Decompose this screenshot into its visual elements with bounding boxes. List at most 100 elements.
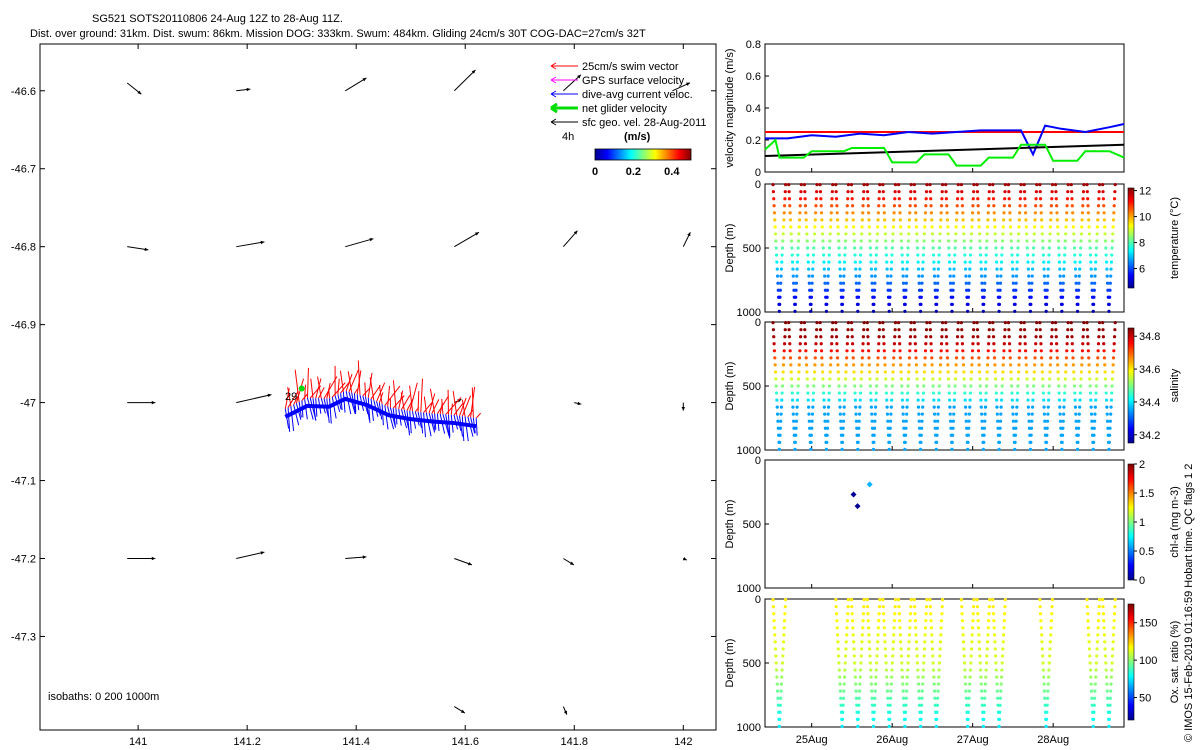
profile-point: [904, 426, 908, 430]
profile-point: [1087, 640, 1091, 644]
profile-point: [1044, 724, 1048, 728]
profile-point: [1107, 724, 1111, 728]
profile-point: [876, 633, 880, 637]
profile-point: [1078, 253, 1082, 257]
profile-point: [1011, 405, 1015, 409]
profile-point: [1017, 370, 1021, 374]
profile-point: [983, 419, 987, 423]
profile-point: [784, 183, 788, 187]
profile-point: [840, 309, 844, 313]
profile-point: [1088, 377, 1092, 381]
profile-point: [875, 654, 879, 658]
profile-point: [1103, 377, 1108, 381]
profile-point: [901, 682, 905, 686]
profile-point: [998, 288, 1002, 292]
profile-point: [944, 190, 948, 194]
legend-entry-net-glider-velocity: net glider velocity: [550, 102, 667, 115]
temperature-colorbar: [1127, 187, 1135, 289]
profile-point: [968, 682, 972, 686]
sfc-vector-head: [460, 709, 465, 714]
sfc-vector-head: [685, 82, 690, 86]
profile-point: [1088, 668, 1093, 672]
y-tick-label: 500: [743, 658, 761, 670]
profile-point: [915, 232, 919, 236]
profile-point: [821, 239, 825, 243]
profile-point: [935, 295, 939, 299]
profile-point: [888, 696, 893, 700]
sfc-vector-arrow: [236, 551, 265, 559]
profile-point: [834, 197, 839, 201]
profile-point: [1113, 605, 1117, 609]
profile-point: [1063, 253, 1067, 257]
profile-point: [956, 321, 960, 325]
profile-point: [1109, 398, 1113, 402]
y-tick-label: 0: [755, 594, 761, 606]
profile-point: [1031, 260, 1035, 264]
profile-point: [944, 335, 949, 339]
profile-point: [774, 661, 778, 665]
profile-point: [959, 183, 964, 187]
profile-point: [1033, 218, 1037, 222]
profile-point: [775, 267, 779, 271]
profile-point: [789, 239, 794, 243]
profile-point: [930, 640, 934, 644]
profile-point: [859, 246, 863, 250]
profile-point: [966, 717, 970, 721]
profile-point: [872, 426, 877, 430]
profile-point: [1035, 321, 1039, 325]
profile-point: [977, 218, 981, 222]
profile-point: [831, 321, 835, 325]
sfc-vector-head: [681, 406, 686, 411]
profile-point: [1088, 661, 1092, 665]
sfc-vector-arrow: [345, 77, 367, 92]
current-vector: [420, 412, 424, 434]
profile-point: [1024, 363, 1028, 367]
profile-point: [1025, 232, 1029, 236]
profile-point: [939, 633, 943, 637]
profile-point: [858, 398, 862, 402]
profile-point: [881, 321, 885, 325]
profile-point: [827, 260, 831, 264]
profile-point: [809, 302, 813, 306]
swim-vector: [331, 382, 346, 398]
profile-point: [997, 724, 1001, 728]
profile-point: [987, 328, 991, 332]
profile-point: [931, 246, 935, 250]
profile-point: [1045, 703, 1049, 707]
profile-point: [998, 433, 1002, 437]
profile-point: [827, 253, 831, 257]
profile-point: [992, 633, 997, 637]
profile-point: [1032, 384, 1036, 388]
swim-vector: [345, 373, 353, 392]
profile-point: [1061, 288, 1065, 292]
profile-point: [969, 654, 973, 658]
profile-point: [932, 274, 937, 278]
profile-point: [1000, 239, 1005, 243]
profile-point: [922, 661, 926, 665]
profile-point: [782, 211, 786, 215]
swim-vector: [367, 372, 373, 398]
profile-point: [1002, 349, 1006, 353]
profile-point: [876, 626, 880, 630]
sfc-vector-head: [362, 77, 367, 82]
profile-point: [1045, 696, 1050, 700]
profile-point: [819, 204, 823, 208]
profile-point: [1030, 412, 1034, 416]
profile-point: [1000, 253, 1004, 257]
profile-point: [888, 426, 892, 430]
profile-point: [1096, 626, 1100, 630]
profile-point: [869, 668, 873, 672]
profile-point: [982, 440, 986, 444]
current-vector: [312, 398, 317, 421]
profile-point: [890, 668, 894, 672]
profile-point: [987, 619, 991, 623]
profile-point: [877, 335, 881, 339]
profile-point: [1028, 447, 1033, 451]
profile-point: [1024, 218, 1028, 222]
profile-point: [861, 204, 865, 208]
oxygen-colorbar: [1127, 603, 1135, 721]
profile-point: [983, 274, 987, 278]
profile-point: [1043, 696, 1047, 700]
profile-point: [836, 647, 840, 651]
